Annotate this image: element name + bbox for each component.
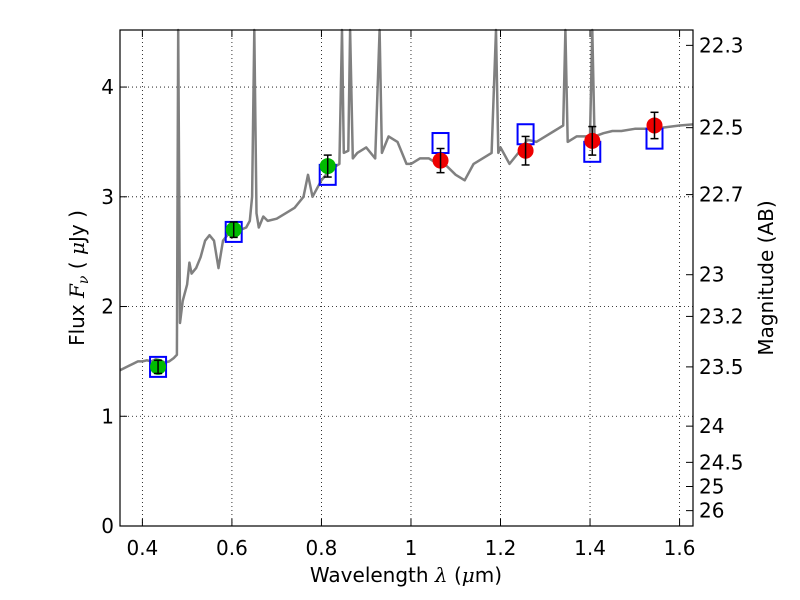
right-tick-label: 24.5 bbox=[699, 450, 744, 474]
grid bbox=[120, 30, 693, 527]
y-axis-label-right: Magnitude (AB) bbox=[754, 200, 778, 355]
y-axis-label: Flux Fν ( μJy ) bbox=[65, 210, 92, 346]
y-tick-label: 4 bbox=[101, 75, 114, 99]
right-tick-label: 25 bbox=[699, 474, 724, 498]
right-tick-label: 24 bbox=[699, 414, 724, 438]
right-tick-label: 23.2 bbox=[699, 304, 744, 328]
right-tick-label: 23.5 bbox=[699, 355, 744, 379]
x-tick-label: 0.4 bbox=[126, 536, 158, 560]
y-tick-label: 2 bbox=[101, 295, 114, 319]
plot-frame bbox=[119, 29, 694, 527]
right-tick-label: 22.3 bbox=[699, 33, 744, 57]
spectrum-line bbox=[119, 28, 694, 372]
x-tick-label: 1.6 bbox=[664, 536, 696, 560]
markers-layer bbox=[149, 111, 664, 378]
x-tick-label: 0.8 bbox=[306, 536, 338, 560]
right-tick-label: 22.5 bbox=[699, 116, 744, 140]
right-tick-label: 23 bbox=[699, 263, 724, 287]
x-axis-label: Wavelength λ (μm) bbox=[310, 563, 502, 587]
x-tick-label: 1.2 bbox=[485, 536, 517, 560]
right-tick-label: 22.7 bbox=[699, 183, 744, 207]
x-tick-label: 1.4 bbox=[574, 536, 606, 560]
y-tick-label: 3 bbox=[101, 185, 114, 209]
right-tick-label: 26 bbox=[699, 499, 724, 523]
y-tick-label: 1 bbox=[101, 404, 114, 428]
x-tick-label: 1 bbox=[405, 536, 418, 560]
ticks-layer: 0.4 0.6 0.8 1 1.2 1.4 1.60123422.322.522.72323… bbox=[101, 30, 744, 560]
x-tick-label: 0.6 bbox=[216, 536, 248, 560]
spectrum-layer bbox=[119, 28, 694, 372]
y-tick-label: 0 bbox=[101, 514, 114, 538]
